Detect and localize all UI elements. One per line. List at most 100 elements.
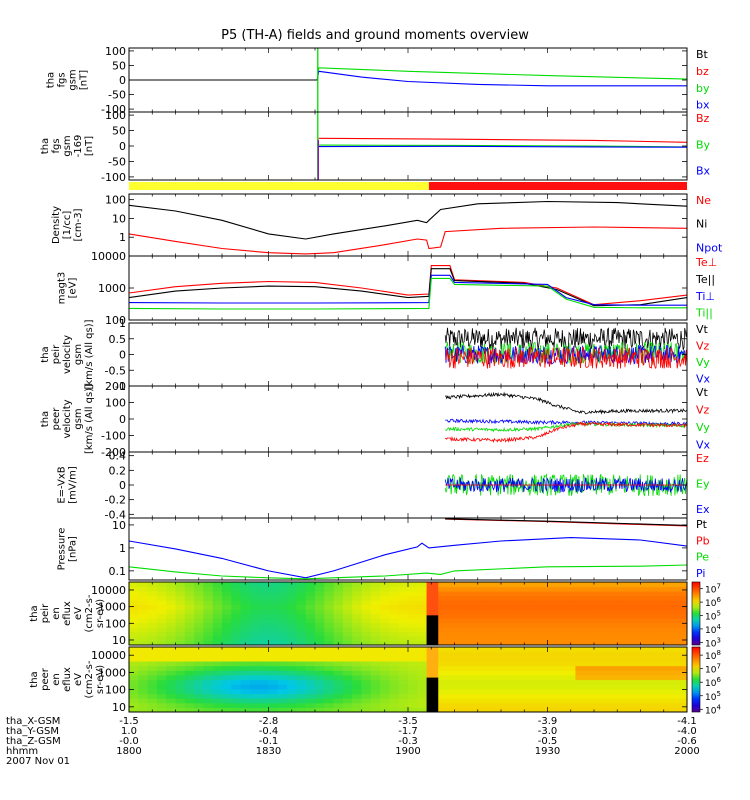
peir_spec-cell <box>566 586 576 592</box>
peir_spec-cell <box>212 600 223 606</box>
peer_spec-cell <box>547 707 558 712</box>
peir_spec-cell <box>538 640 549 645</box>
peir_spec-cell <box>184 586 195 592</box>
peer_spec-cell <box>454 679 465 685</box>
peir_spec-cell <box>324 604 335 610</box>
peer_spec-cell <box>184 679 195 685</box>
peer_spec-cell <box>603 684 614 690</box>
peir_spec-cell <box>501 622 511 628</box>
peer_spec-cell <box>398 647 409 653</box>
peir_spec-cell <box>184 613 195 619</box>
peir_spec-cell <box>305 627 316 633</box>
axis-tick-z: -0.6 <box>677 736 697 747</box>
peir_spec-cell <box>342 604 353 610</box>
peer_spec-cell <box>556 707 567 712</box>
peir_spec-cell <box>129 609 139 615</box>
pressure-legend-pi: Pi <box>696 567 705 580</box>
peer_spec-cell <box>277 702 288 708</box>
peir_spec-cell <box>342 609 353 615</box>
temp-legend-te: Te|| <box>695 273 715 286</box>
peer_spec-ytick-label: 1000 <box>98 666 126 679</box>
peer_spec-cell <box>324 693 335 699</box>
peer_spec-cell <box>138 698 149 704</box>
peir_spec-cell <box>463 591 474 597</box>
peer_spec-cell <box>659 674 669 681</box>
peer_spec-cell <box>129 660 139 667</box>
peir_spec-cell <box>315 604 325 610</box>
peer_spec-cell <box>473 693 483 699</box>
peir_spec-cell <box>528 582 539 588</box>
peir_spec-cell <box>612 627 623 633</box>
peir_spec-cell <box>538 604 549 610</box>
peer_spec-cell <box>194 674 204 681</box>
peer_spec-cell <box>231 656 242 662</box>
peir_spec-cell <box>240 600 251 606</box>
peer_spec-cell <box>184 674 195 681</box>
peir_spec-cell <box>398 582 409 588</box>
peer_spec-cell <box>147 702 158 708</box>
peir_spec-cell <box>324 609 335 615</box>
chart-title: P5 (TH-A) fields and ground moments over… <box>221 28 529 43</box>
pressure-series-pe <box>129 564 687 580</box>
peir_spec-cell <box>129 600 139 606</box>
peir_spec-cell <box>510 622 521 628</box>
peer_spec-cell <box>352 651 363 657</box>
peir_spec-cell <box>380 582 390 588</box>
peir_vel-ylabel: peir <box>51 344 62 364</box>
peer_spec-cell <box>398 670 409 676</box>
peer_spec-cell <box>203 684 214 690</box>
peer_spec-cell <box>287 656 297 662</box>
peir_spec-cell <box>584 631 595 637</box>
peer_spec-cell <box>603 674 614 681</box>
peir_spec-cell <box>575 604 586 610</box>
peer_spec-cell <box>445 656 456 662</box>
peir_spec-cell <box>352 613 363 619</box>
peer_spec-cell <box>445 707 456 712</box>
peer_spec-cell <box>259 702 270 708</box>
peer_spec-cell <box>445 651 456 657</box>
peir_spec-cell <box>594 600 604 606</box>
peir_spec-cell <box>342 600 353 606</box>
peer_spec-cell <box>501 647 511 653</box>
peer_spec-cell <box>249 647 260 653</box>
peer_spec-cell <box>305 656 316 662</box>
peir_spec-cell <box>408 640 418 645</box>
peer_spec-cell <box>677 656 687 662</box>
peir_spec-cell <box>677 582 687 588</box>
peer_spec-cell <box>361 665 372 671</box>
peer_spec-cell <box>668 698 679 704</box>
peir_spec-cell <box>547 595 558 601</box>
peir_spec-cell <box>575 609 586 615</box>
peir_spec-cell <box>296 613 307 619</box>
temp-series-ti <box>129 274 687 306</box>
peir_vel-ytick-label: -1 <box>115 380 126 393</box>
peir_spec-cell <box>491 586 502 592</box>
peer_spec-cell <box>612 660 623 667</box>
peer_spec-cell <box>528 647 539 653</box>
peir_spec-cell <box>566 627 576 633</box>
peir_spec-cell <box>435 609 446 615</box>
peer_spec-cell <box>408 679 418 685</box>
peir_spec-cell <box>138 618 149 624</box>
peir_spec-cell <box>659 600 669 606</box>
peir_spec-cell <box>603 618 614 624</box>
peir_spec-cell <box>194 622 204 628</box>
peir_spec-cell <box>315 618 325 624</box>
peir_spec-cell <box>315 622 325 628</box>
peir_spec-cell <box>528 591 539 597</box>
peir_spec-cell <box>398 609 409 615</box>
peer_spec-cell <box>194 656 204 662</box>
peir_spec-cell <box>287 622 297 628</box>
peir_spec-cell <box>296 582 307 588</box>
peir_spec-cell <box>435 636 446 642</box>
peir_spec-ylabel: sr-eV) <box>95 599 106 628</box>
peer_spec-cell <box>473 679 483 685</box>
peer_spec-cell <box>380 665 390 671</box>
axis-tick-x: -4.1 <box>677 716 697 727</box>
peer_spec-cell <box>231 707 242 712</box>
peir_spec-cell <box>501 591 511 597</box>
peir_spec-cell <box>463 604 474 610</box>
peer_spec-cell <box>603 656 614 662</box>
peer_spec-cell <box>315 651 325 657</box>
peer_spec-cell <box>240 660 251 667</box>
